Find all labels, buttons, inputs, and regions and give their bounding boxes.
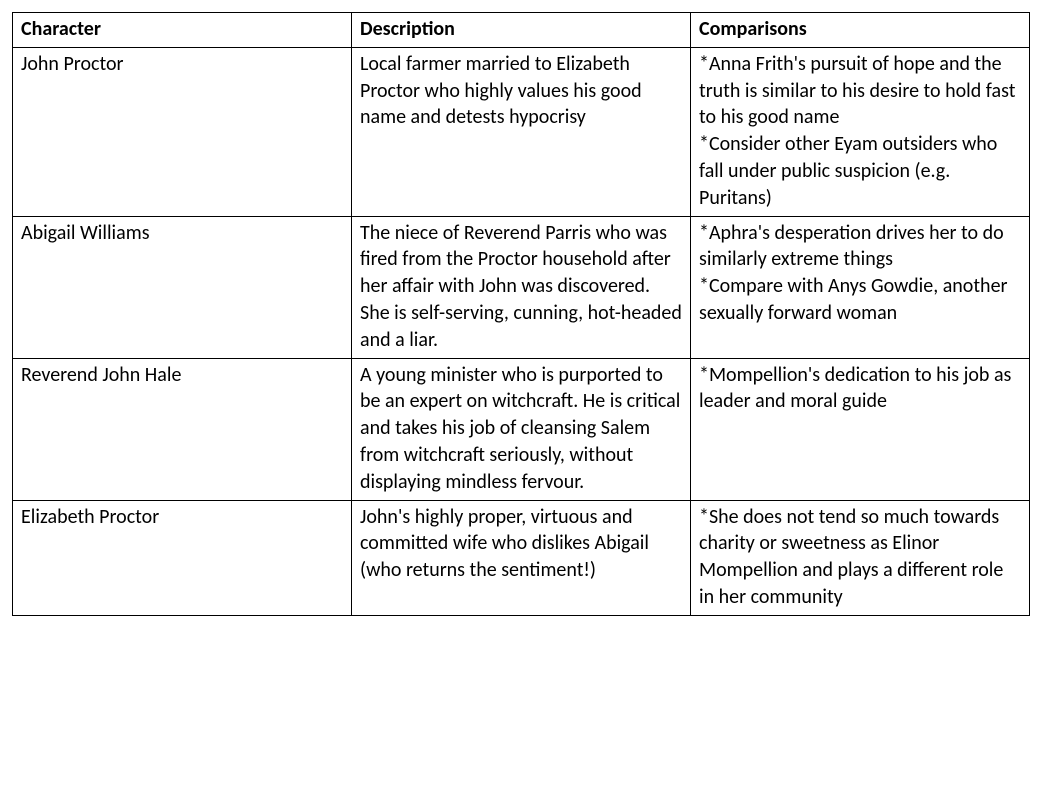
- cell-comparisons: *Aphra's desperation drives her to do si…: [691, 216, 1030, 358]
- cell-comparisons: *Anna Frith's pursuit of hope and the tr…: [691, 47, 1030, 216]
- table-row: Abigail Williams The niece of Reverend P…: [13, 216, 1030, 358]
- cell-character: Reverend John Hale: [13, 358, 352, 500]
- cell-description: The niece of Reverend Parris who was fir…: [352, 216, 691, 358]
- character-table: Character Description Comparisons John P…: [12, 12, 1030, 616]
- col-header-comparisons: Comparisons: [691, 13, 1030, 48]
- cell-description: John's highly proper, virtuous and commi…: [352, 500, 691, 615]
- table-row: Elizabeth Proctor John's highly proper, …: [13, 500, 1030, 615]
- col-header-character: Character: [13, 13, 352, 48]
- cell-description: Local farmer married to Elizabeth Procto…: [352, 47, 691, 216]
- cell-character: Elizabeth Proctor: [13, 500, 352, 615]
- cell-comparisons: *Mompellion's dedication to his job as l…: [691, 358, 1030, 500]
- cell-description: A young minister who is purported to be …: [352, 358, 691, 500]
- cell-comparisons: *She does not tend so much towards chari…: [691, 500, 1030, 615]
- cell-character: John Proctor: [13, 47, 352, 216]
- col-header-description: Description: [352, 13, 691, 48]
- table-header-row: Character Description Comparisons: [13, 13, 1030, 48]
- cell-character: Abigail Williams: [13, 216, 352, 358]
- table-row: John Proctor Local farmer married to Eli…: [13, 47, 1030, 216]
- table-row: Reverend John Hale A young minister who …: [13, 358, 1030, 500]
